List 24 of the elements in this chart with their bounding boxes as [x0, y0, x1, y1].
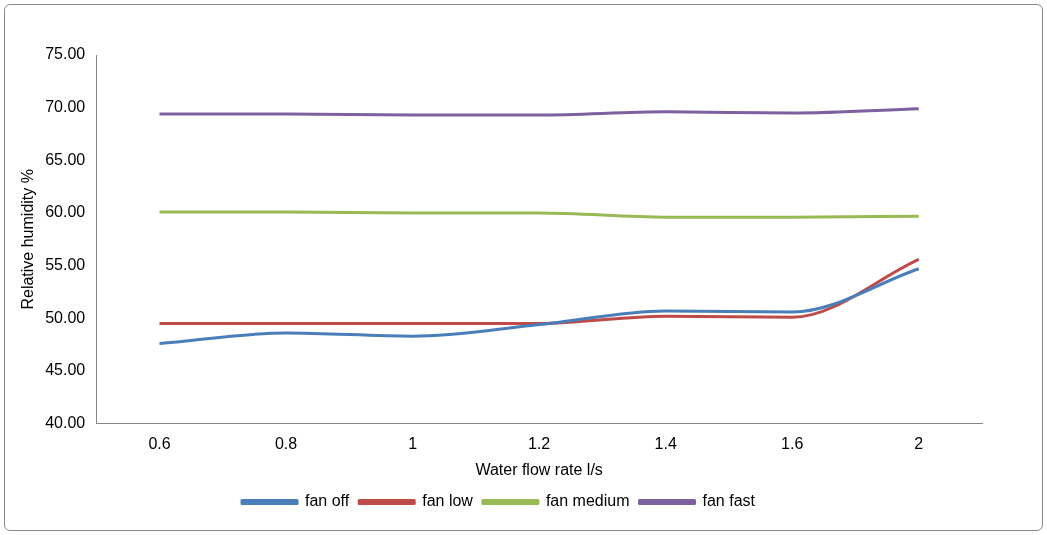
line-series: [158, 267, 921, 346]
x-tick-label: 1.6: [781, 434, 804, 452]
legend-label: fan medium: [545, 492, 630, 510]
x-axis-title: Water flow rate l/s: [475, 460, 603, 478]
y-tick-label: 50.00: [45, 308, 86, 326]
y-tick-label: 75.00: [45, 45, 86, 63]
y-axis-title: Relative humidity %: [19, 169, 37, 310]
x-tick-label: 1.4: [654, 434, 677, 452]
legend-label: fan low: [422, 492, 474, 510]
y-tick-label: 60.00: [45, 203, 86, 221]
y-tick-label: 55.00: [45, 256, 86, 274]
x-tick-label: 0.6: [148, 434, 171, 452]
x-tick-label: 1: [408, 434, 418, 452]
line-series: [158, 257, 921, 326]
y-tick-label: 70.00: [45, 98, 86, 116]
legend-label: fan fast: [702, 492, 756, 510]
x-tick-label: 1.2: [527, 434, 551, 452]
x-tick-label: 0.8: [274, 434, 298, 452]
y-tick-label: 40.00: [45, 414, 86, 432]
legend-label: fan off: [305, 492, 350, 510]
line-series: [158, 107, 921, 117]
y-tick-label: 65.00: [45, 150, 86, 168]
y-tick-label: 45.00: [45, 361, 86, 379]
x-tick-label: 2: [914, 434, 924, 452]
